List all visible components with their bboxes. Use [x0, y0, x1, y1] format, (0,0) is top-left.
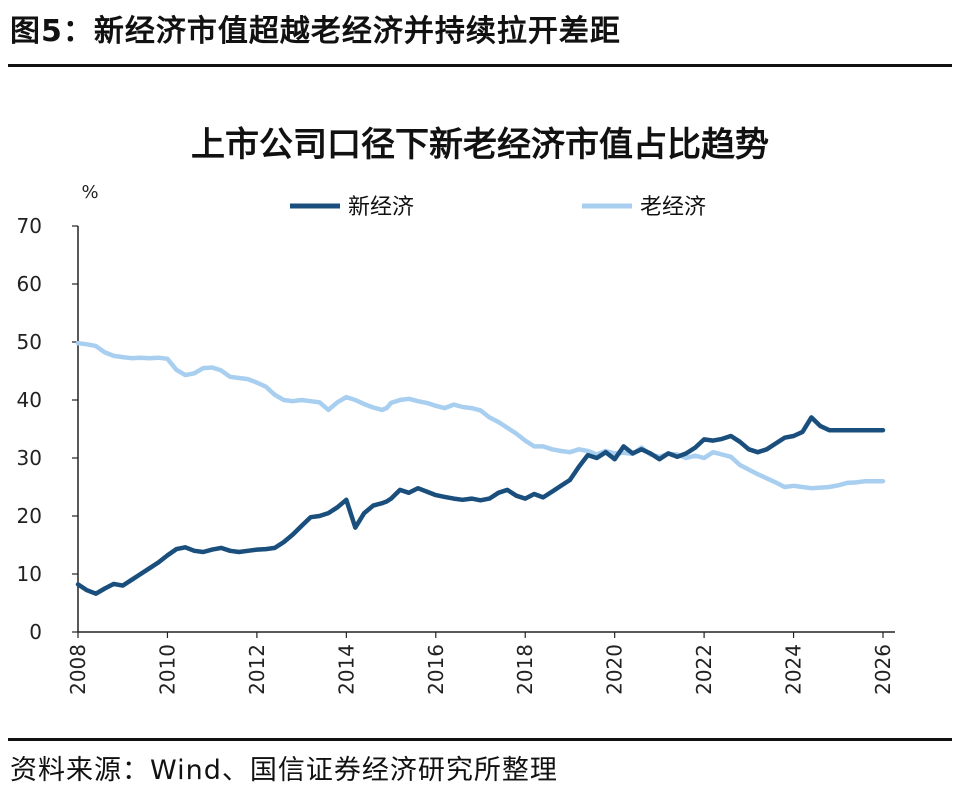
x-tick-label: 2018: [513, 644, 537, 695]
y-tick-label: 20: [17, 504, 42, 528]
axes: 0 10 20 30 40 50 60 70 2008 2010 2012 2014 2016 2018 2…: [17, 214, 895, 695]
y-tick-label: 60: [17, 272, 42, 296]
y-tick-label: 10: [17, 562, 42, 586]
y-tick-label: 70: [17, 214, 42, 238]
legend: 新经济 老经济: [290, 195, 706, 220]
y-unit-label: %: [81, 182, 98, 203]
y-tick-label: 0: [29, 620, 42, 644]
x-tick-label: 2014: [334, 644, 358, 695]
line-chart: 上市公司口径下新老经济市值占比趋势 % 新经济 老经济 0 10 20 30 40 50 6…: [17, 125, 895, 695]
legend-label-new-economy: 新经济: [348, 195, 414, 220]
y-tick-label: 50: [17, 330, 42, 354]
bottom-divider: [8, 738, 952, 741]
x-tick-label: 2012: [245, 644, 269, 695]
series-layer: [75, 340, 886, 596]
x-tick-label: 2026: [871, 644, 895, 695]
x-tick-label: 2022: [692, 644, 716, 695]
series-line-new-economy: [75, 415, 886, 596]
chart-title: 上市公司口径下新老经济市值占比趋势: [191, 125, 769, 165]
top-divider: [8, 64, 952, 67]
x-tick-label: 2020: [603, 644, 627, 695]
source-note: 资料来源：Wind、国信证券经济研究所整理: [10, 755, 558, 786]
legend-label-old-economy: 老经济: [640, 195, 706, 220]
y-tick-label: 40: [17, 388, 42, 412]
y-tick-label: 30: [17, 446, 42, 470]
figure-title: 图5：新经济市值超越老经济并持续拉开差距: [10, 14, 621, 49]
series-line-old-economy: [75, 340, 886, 491]
x-tick-label: 2010: [155, 644, 179, 695]
x-tick-label: 2024: [782, 644, 806, 695]
x-tick-label: 2008: [66, 644, 90, 695]
x-tick-label: 2016: [424, 644, 448, 695]
